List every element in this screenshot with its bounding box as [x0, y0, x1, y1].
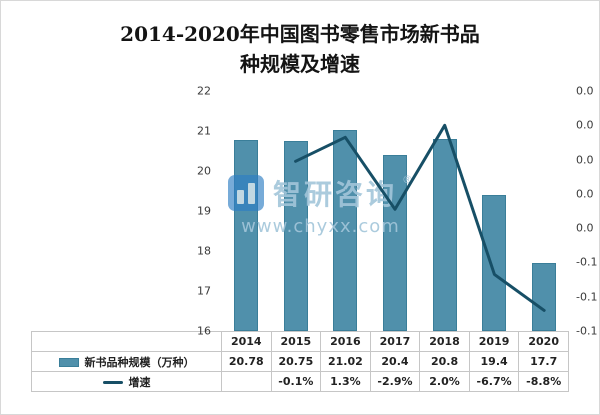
y-axis-right: 0.0 0.0 0.0 0.0 0.0 -0.1 -0.1 -0.1 — [569, 85, 599, 338]
bar-legend-label: 新书品种规模（万种） — [84, 355, 195, 369]
bar-value-cell: 21.02 — [320, 351, 371, 372]
growth-line-layer — [221, 91, 569, 331]
bar-value-cell: 20.4 — [369, 351, 421, 372]
watermark-url: www.chyxx.com — [241, 215, 400, 237]
bars-layer — [221, 91, 569, 331]
bar-2020 — [532, 263, 557, 331]
y-left-tick: 20 — [197, 164, 211, 178]
legend-spacer-cell — [31, 331, 222, 352]
bar-2014 — [233, 139, 258, 331]
bar-value-cell: 17.7 — [518, 351, 569, 372]
y-axis-left: 22 21 20 19 18 17 16 — [31, 85, 221, 338]
chart-area: 22 21 20 19 18 17 16 智研咨询 ® www.chyxx.com 0.0 0… — [31, 85, 599, 338]
y-left-tick: 17 — [197, 284, 211, 298]
growth-value-cell: -6.7% — [468, 371, 520, 392]
growth-series-row: 增速 -0.1% 1.3% -2.9% 2.0% -6.7% -8.8% — [31, 371, 569, 392]
watermark-brand: 智研咨询 — [272, 177, 397, 211]
y-right-tick: 0.0 — [576, 153, 594, 167]
year-cell: 2017 — [369, 331, 421, 352]
growth-legend-label: 增速 — [128, 375, 151, 389]
data-table: 2014 2015 2016 2017 2018 2019 2020 新书品种规模（万种） 20… — [31, 331, 569, 392]
y-right-tick: -0.1 — [576, 324, 598, 338]
years-row: 2014 2015 2016 2017 2018 2019 2020 — [31, 331, 569, 352]
chart-title: 2014-2020年中国图书零售市场新书品 种规模及增速 — [1, 19, 599, 79]
y-left-tick: 19 — [197, 204, 211, 218]
y-left-tick: 21 — [197, 124, 211, 138]
y-right-tick: 0.0 — [576, 118, 594, 132]
year-cell: 2015 — [270, 331, 322, 352]
bar-legend-swatch-icon — [58, 358, 79, 367]
bar-2018 — [432, 139, 457, 331]
bar-value-cell: 20.78 — [221, 351, 272, 372]
y-left-tick: 18 — [197, 244, 211, 258]
plot-area: 智研咨询 ® www.chyxx.com — [221, 91, 569, 331]
y-right-tick: 0.0 — [576, 221, 594, 235]
y-left-tick: 16 — [197, 324, 211, 338]
y-right-tick: -0.1 — [576, 290, 598, 304]
bar-value-cell: 20.75 — [270, 351, 322, 372]
chart-title-line-2: 种规模及增速 — [240, 52, 360, 76]
bar-2017 — [383, 155, 407, 331]
year-cell: 2018 — [419, 331, 470, 352]
bar-legend-cell: 新书品种规模（万种） — [31, 351, 222, 372]
bar-series-row: 新书品种规模（万种） 20.78 20.75 21.02 20.4 20.8 19.4 17.… — [31, 351, 569, 372]
chart-title-line-1: 2014-2020年中国图书零售市场新书品 — [120, 22, 480, 46]
bar-2016 — [333, 130, 358, 331]
y-right-tick: 0.0 — [576, 187, 594, 201]
growth-value-cell: -0.1% — [270, 371, 322, 392]
growth-value-cell: 2.0% — [419, 371, 470, 392]
watermark: 智研咨询 ® www.chyxx.com — [227, 172, 413, 237]
growth-legend-cell: 增速 — [31, 371, 222, 392]
bar-value-cell: 19.4 — [468, 351, 520, 372]
year-cell: 2019 — [468, 331, 520, 352]
y-left-tick: 22 — [197, 84, 211, 98]
watermark-logo-icon — [227, 174, 264, 211]
line-legend-swatch-icon — [102, 381, 123, 384]
growth-value-cell: -2.9% — [369, 371, 421, 392]
year-cell: 2020 — [518, 331, 569, 352]
year-cell: 2014 — [221, 331, 272, 352]
growth-value-cell: -8.8% — [518, 371, 569, 392]
bar-2015 — [283, 141, 308, 331]
year-cell: 2016 — [320, 331, 371, 352]
y-right-tick: -0.1 — [576, 255, 598, 269]
registered-trademark-icon: ® — [401, 172, 413, 186]
growth-value-cell: 1.3% — [320, 371, 371, 392]
growth-line — [296, 125, 545, 310]
bar-value-cell: 20.8 — [419, 351, 470, 372]
y-right-tick: 0.0 — [576, 84, 594, 98]
watermark-row: 智研咨询 ® — [227, 172, 413, 213]
bar-2019 — [482, 195, 507, 331]
growth-value-cell — [221, 371, 272, 392]
